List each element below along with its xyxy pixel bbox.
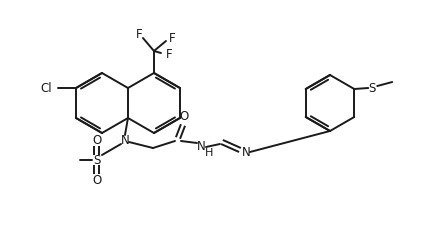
Text: F: F: [136, 27, 142, 40]
Text: F: F: [169, 31, 175, 44]
Text: N: N: [242, 146, 250, 159]
Text: Cl: Cl: [40, 82, 52, 95]
Text: O: O: [179, 110, 189, 123]
Text: N: N: [121, 134, 129, 147]
Text: H: H: [205, 147, 213, 157]
Text: O: O: [92, 174, 102, 187]
Text: O: O: [92, 134, 102, 147]
Text: S: S: [93, 154, 101, 167]
Text: S: S: [368, 81, 376, 94]
Text: N: N: [197, 139, 205, 152]
Text: F: F: [166, 47, 172, 60]
